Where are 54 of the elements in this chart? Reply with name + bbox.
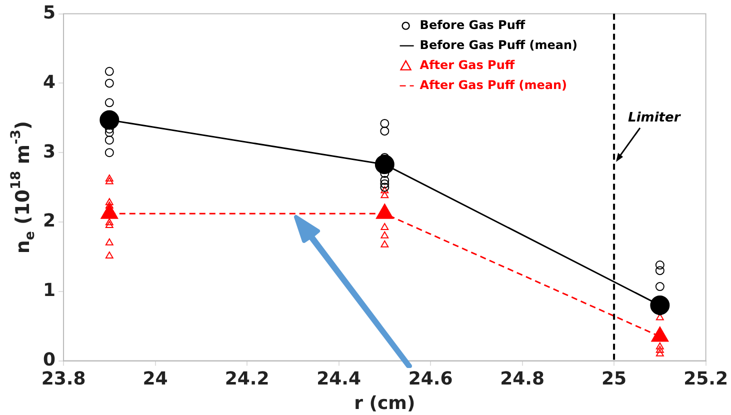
point <box>100 110 120 130</box>
point <box>105 177 114 184</box>
point <box>380 231 389 238</box>
point <box>380 240 389 248</box>
point <box>655 282 664 292</box>
x-tick-label: 25.2 <box>684 368 728 390</box>
x-tick-label: 24.6 <box>408 368 453 390</box>
point <box>656 349 664 356</box>
y-tick-label: 0 <box>42 349 56 370</box>
point <box>655 260 664 270</box>
x-tick-label: 24 <box>142 368 168 390</box>
legend-label: Before Gas Puff <box>420 18 526 32</box>
point <box>105 252 114 259</box>
point <box>104 98 114 108</box>
x-tick-label: 23.8 <box>41 368 86 390</box>
point <box>374 154 394 174</box>
point <box>380 179 390 188</box>
point <box>655 266 664 276</box>
point <box>104 66 114 76</box>
legend-label: Before Gas Puff (mean) <box>420 38 578 52</box>
y-axis-title: ne (1018 m-3) <box>8 120 38 254</box>
y-tick-label: 4 <box>42 72 56 93</box>
point <box>656 346 664 353</box>
ref-line-label: Limiter <box>628 110 682 126</box>
point <box>656 342 664 350</box>
point <box>105 198 114 206</box>
x-tick-label: 24.8 <box>500 368 544 390</box>
point <box>380 126 390 136</box>
y-tick-label: 2 <box>42 210 56 232</box>
x-tick-label: 25 <box>602 368 627 390</box>
point <box>380 186 389 194</box>
point <box>380 176 390 185</box>
point <box>105 220 114 228</box>
y-tick-label: 5 <box>42 2 56 24</box>
legend-label: After Gas Puff <box>420 58 515 72</box>
point <box>380 223 389 230</box>
point <box>380 182 390 192</box>
legend-label: After Gas Puff (mean) <box>420 78 568 92</box>
x-tick-label: 24.2 <box>224 368 270 390</box>
point <box>105 174 114 182</box>
point <box>104 148 114 158</box>
point <box>104 78 114 88</box>
point <box>380 118 390 128</box>
point <box>380 191 389 198</box>
point <box>105 238 114 246</box>
point <box>650 296 670 316</box>
point <box>104 136 114 145</box>
x-tick-label: 24.4 <box>316 368 361 390</box>
x-axis-title: r (cm) <box>354 392 416 414</box>
point <box>105 202 114 209</box>
y-tick-label: 1 <box>42 280 56 302</box>
point <box>651 326 668 342</box>
y-tick-label: 3 <box>42 141 56 162</box>
point <box>105 218 114 226</box>
